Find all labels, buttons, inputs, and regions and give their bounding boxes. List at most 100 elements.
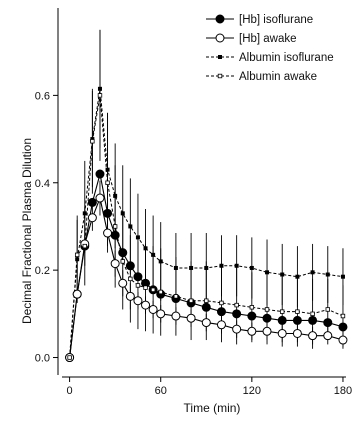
data-point xyxy=(105,167,110,172)
data-point xyxy=(151,252,156,257)
data-point xyxy=(90,139,95,144)
data-point xyxy=(340,274,345,279)
data-point xyxy=(340,313,346,319)
data-point xyxy=(125,261,135,271)
data-point xyxy=(135,235,140,240)
data-point xyxy=(75,257,80,262)
data-point xyxy=(323,331,333,341)
data-point xyxy=(82,243,87,249)
x-tick-label: 180 xyxy=(334,385,352,397)
data-point xyxy=(204,298,209,303)
data-point xyxy=(232,324,242,334)
data-point xyxy=(277,328,287,338)
data-point xyxy=(234,302,239,308)
legend-marker xyxy=(215,33,225,43)
y-tick-label: 0.0 xyxy=(35,353,50,365)
data-point xyxy=(125,291,135,301)
x-axis-title: Time (min) xyxy=(184,401,241,415)
data-point xyxy=(216,320,226,330)
data-point xyxy=(105,180,110,185)
data-point xyxy=(87,197,97,207)
y-axis-title: Decimal Fractional Plasma Dilution xyxy=(20,138,34,324)
data-point xyxy=(156,309,166,319)
data-point xyxy=(82,211,87,216)
legend-marker xyxy=(217,55,222,60)
data-point xyxy=(135,283,141,288)
data-point xyxy=(72,289,82,299)
legend-label: [Hb] awake xyxy=(239,33,297,45)
data-point xyxy=(219,300,224,306)
data-point xyxy=(338,322,348,332)
data-point xyxy=(103,208,113,218)
data-point xyxy=(158,259,163,264)
data-point xyxy=(249,305,255,310)
data-point xyxy=(158,289,163,295)
x-tick-label: 0 xyxy=(67,385,73,397)
data-point xyxy=(338,335,348,345)
data-point xyxy=(295,274,300,279)
data-point xyxy=(143,285,148,290)
data-point xyxy=(97,86,102,91)
data-point xyxy=(325,272,330,277)
data-point xyxy=(173,265,178,270)
data-point xyxy=(141,300,151,310)
data-point xyxy=(262,326,272,336)
legend-marker xyxy=(217,73,223,79)
legend-label: Albumin awake xyxy=(239,71,317,83)
data-point xyxy=(262,313,272,323)
data-point xyxy=(118,248,128,258)
data-point xyxy=(173,294,179,299)
data-point xyxy=(97,93,103,98)
data-point xyxy=(216,307,226,317)
data-point xyxy=(280,309,285,314)
markers-layer xyxy=(65,86,348,363)
data-point xyxy=(232,309,242,319)
data-point xyxy=(323,318,333,328)
data-point xyxy=(247,311,257,321)
data-point xyxy=(112,224,118,229)
data-point xyxy=(292,315,302,325)
y-tick-label: 0.2 xyxy=(35,265,50,277)
data-point xyxy=(74,252,80,258)
y-tick-label: 0.6 xyxy=(35,90,50,102)
data-point xyxy=(201,302,211,312)
x-tick-label: 60 xyxy=(155,385,167,397)
axes-layer: 0.0 0.2 0.4 0.6 0 60 120 180 xyxy=(35,8,352,397)
legend: [Hb] isoflurane [Hb] awake Albumin isoflur… xyxy=(206,14,334,83)
data-point xyxy=(103,228,113,238)
data-point xyxy=(189,265,194,270)
data-point xyxy=(295,309,300,314)
data-point xyxy=(128,224,133,229)
data-point xyxy=(133,296,143,306)
legend-label: [Hb] isoflurane xyxy=(239,14,313,26)
data-point xyxy=(264,307,270,312)
data-point xyxy=(120,259,125,264)
data-point xyxy=(277,315,287,325)
data-point xyxy=(148,304,158,314)
legend-label: Albumin isoflurane xyxy=(239,52,334,64)
data-point xyxy=(128,276,133,282)
data-point xyxy=(265,270,270,275)
data-point xyxy=(110,259,120,269)
data-point xyxy=(143,246,148,251)
data-point xyxy=(201,318,211,328)
data-point xyxy=(292,328,302,338)
data-point xyxy=(219,263,224,268)
data-point xyxy=(133,272,143,282)
x-tick-label: 120 xyxy=(243,385,261,397)
data-point xyxy=(95,193,105,203)
data-point xyxy=(308,315,318,325)
data-point xyxy=(113,193,118,198)
data-point xyxy=(118,278,128,288)
data-point xyxy=(188,298,194,303)
data-point xyxy=(247,326,257,336)
data-point xyxy=(67,355,72,360)
data-point xyxy=(95,169,105,179)
data-point xyxy=(204,265,209,270)
data-point xyxy=(280,272,285,277)
data-point xyxy=(186,313,196,323)
data-point xyxy=(234,263,239,268)
data-point xyxy=(308,331,318,341)
data-point xyxy=(325,307,330,312)
